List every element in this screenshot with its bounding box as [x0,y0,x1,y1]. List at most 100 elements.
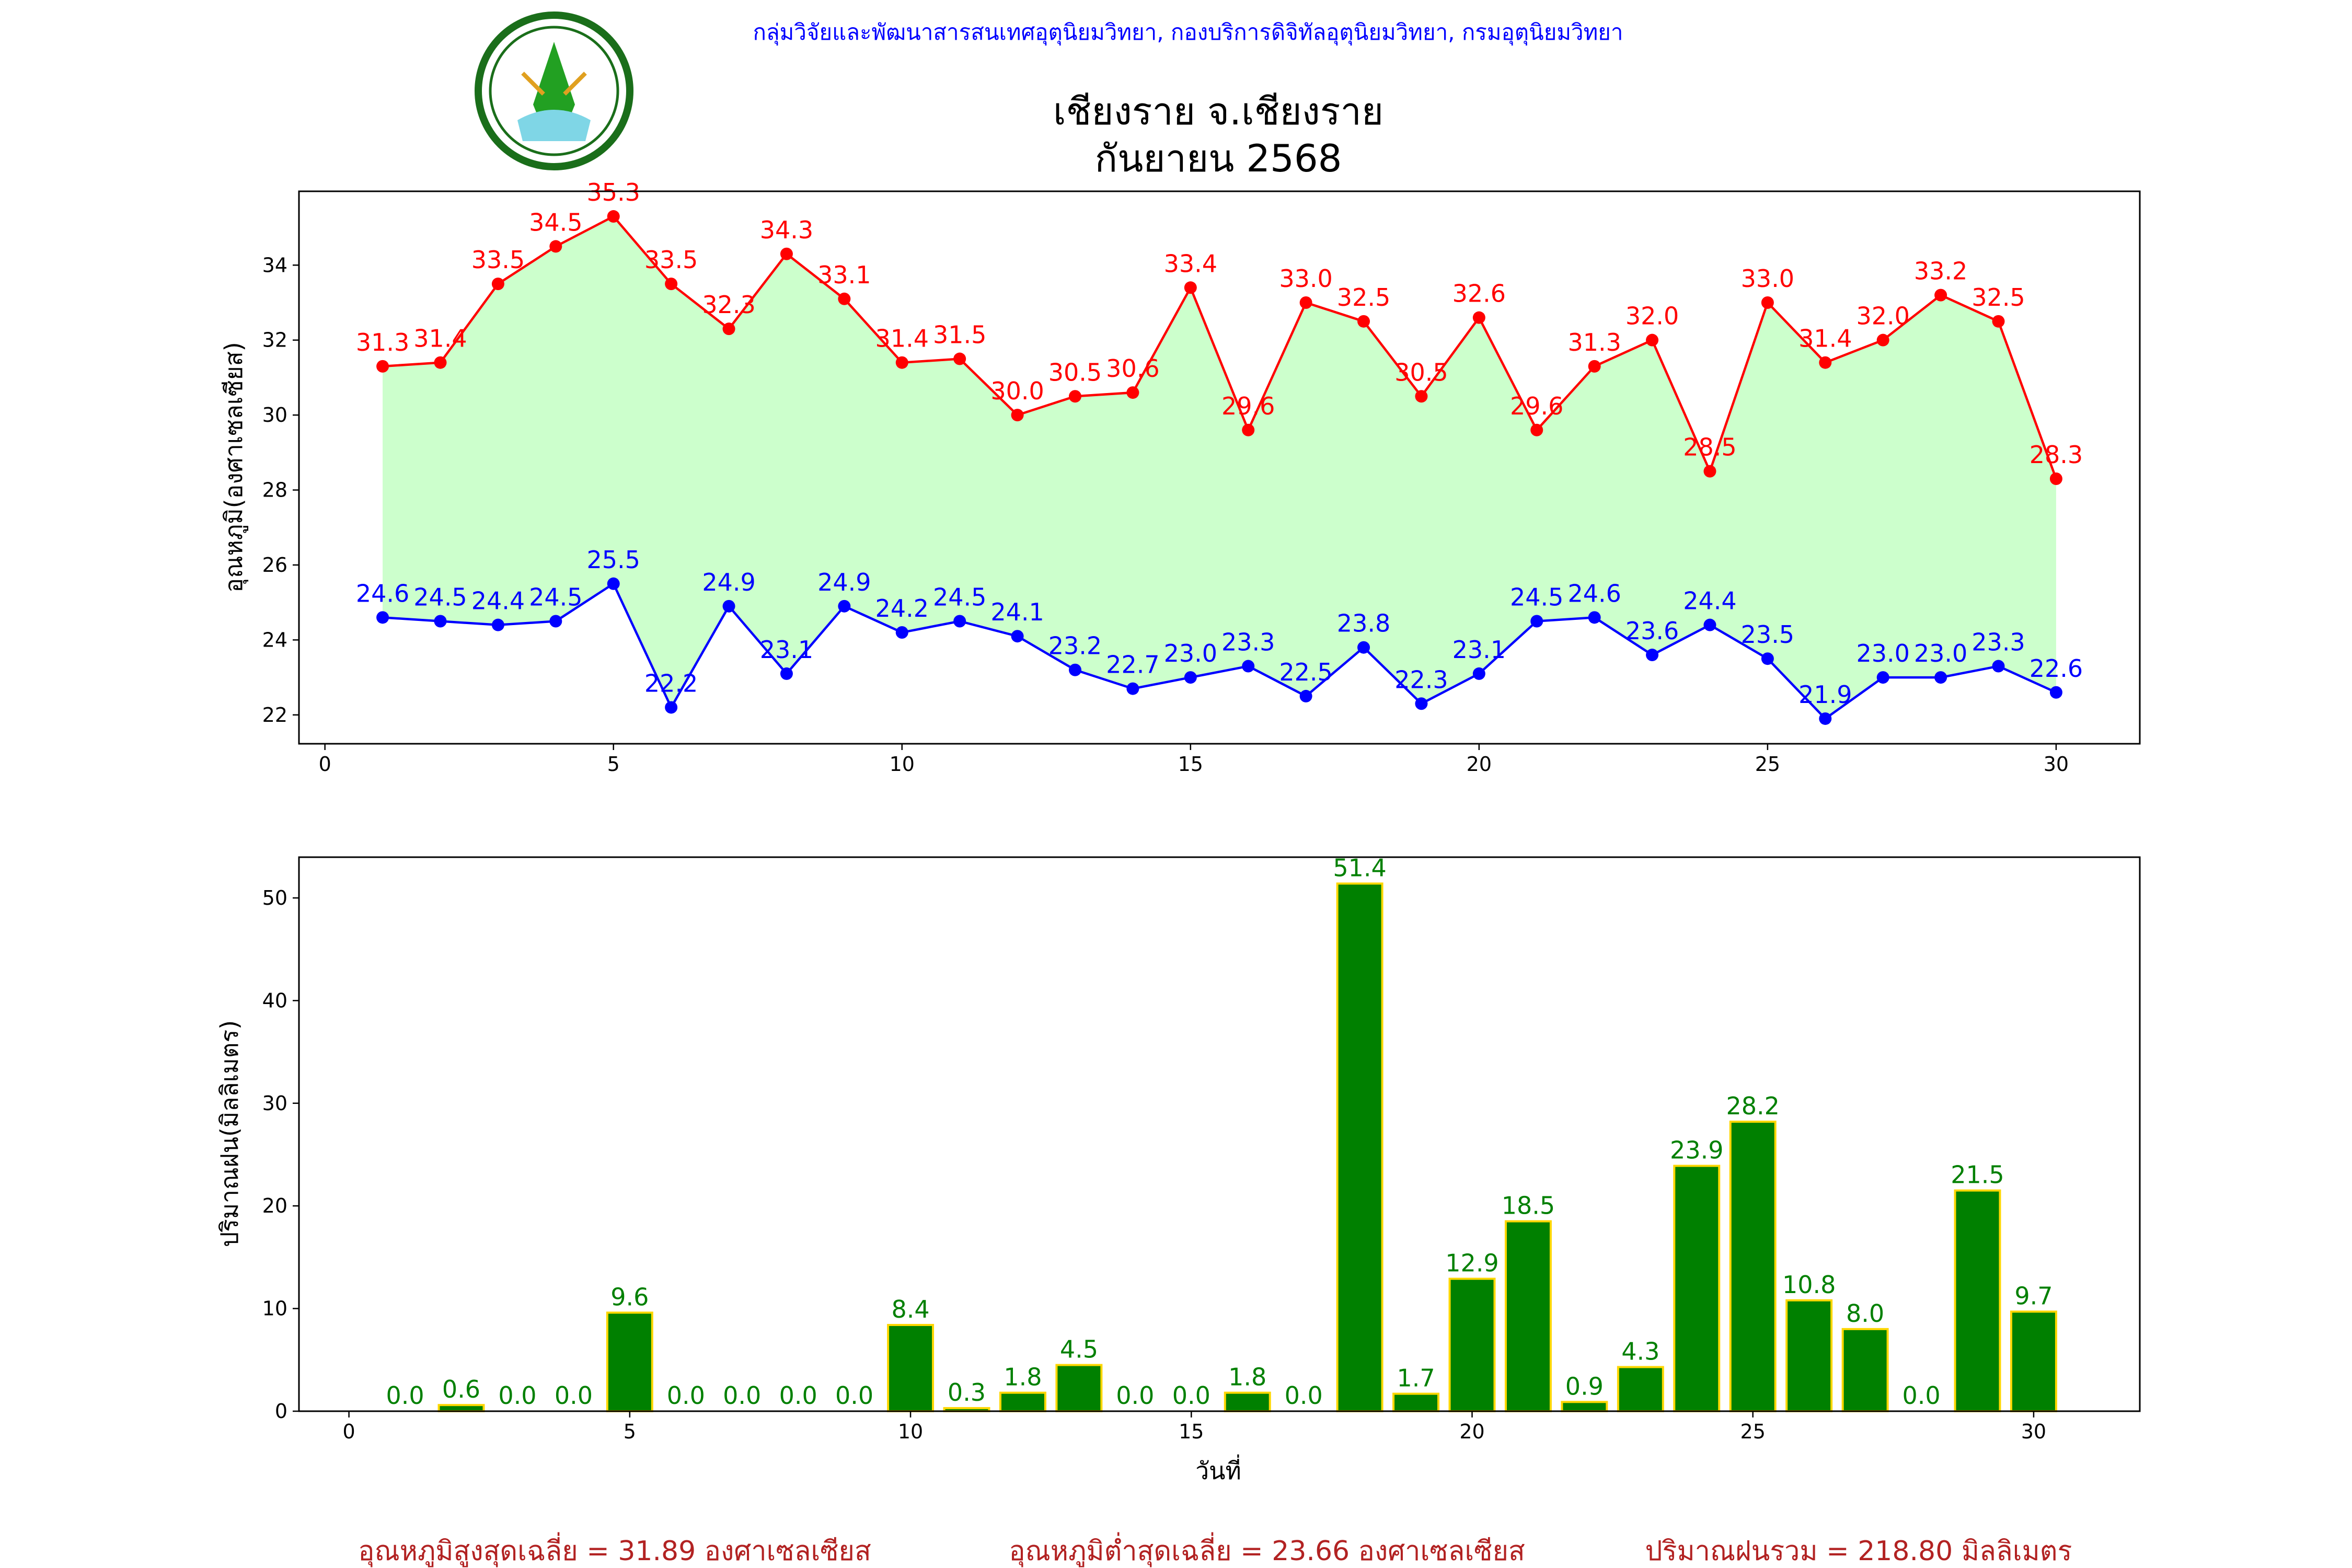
min-temperature-label: 23.1 [1452,636,1506,664]
rain-value-label: 8.0 [1846,1299,1884,1328]
min-temperature-label: 23.6 [1625,617,1679,645]
max-temperature-label: 31.4 [1798,325,1852,353]
rain-bar [1224,1391,1271,1412]
organization-header: กลุ่มวิจัยและพัฒนาสารสนเทศอุตุนิยมวิทยา,… [753,19,1623,46]
min-temperature-point [1646,649,1659,662]
x-tick-label: 0 [343,1420,355,1443]
min-temperature-point [1819,712,1832,725]
min-temperature-label: 24.2 [875,594,929,622]
max-temperature-point [1588,360,1601,373]
max-temperature-line [382,215,2058,479]
min-temperature-label: 24.4 [471,587,525,615]
max-temperature-label: 33.1 [817,261,871,289]
max-temperature-point [1068,390,1081,403]
max-temperature-label: 31.3 [356,328,409,356]
rain-value-label: 0.0 [1285,1381,1323,1410]
max-temperature-label: 29.6 [1221,392,1275,420]
min-temperature-point [1530,615,1543,628]
max-temperature-label: 32.3 [702,291,755,319]
y-tick-label: 0 [275,1400,287,1423]
rain-value-label: 10.8 [1782,1271,1836,1299]
max-temperature-label: 33.5 [471,246,525,274]
min-temperature-point [1703,618,1716,631]
max-temperature-point [665,278,678,291]
max-temperature-point [722,322,735,336]
max-temperature-label: 30.5 [1394,358,1448,386]
rainfall-chart: 0.0 0.6 0.0 0.0 9.6 0.0 0.0 0.0 0.0 8.4 0.3 1.8 4.5 0… [262,854,2141,1443]
min-temperature-point [1357,641,1370,654]
min-temperature-point [1588,611,1601,624]
max-temperature-point [1011,409,1024,422]
min-temperature-point [1472,667,1485,680]
rain-bar [1561,1401,1608,1412]
rain-value-label: 0.9 [1565,1372,1604,1400]
rain-value-label: 4.5 [1060,1335,1098,1364]
min-temperature-point [838,599,851,613]
rainfall-x-label: วันที่ [1195,1454,1241,1485]
temperature-chart: 31.3 31.433.534.535.333.532.334.333.131.4… [262,178,2141,776]
min-temperature-label: 24.5 [1510,583,1563,612]
min-temperature-label: 23.5 [1741,620,1794,649]
min-temperature-label: 24.6 [356,579,409,607]
max-temperature-label: 33.4 [1164,249,1217,278]
max-temperature-point [1703,465,1716,478]
max-temperature-label: 31.4 [413,325,467,353]
y-tick-label: 40 [262,989,287,1012]
max-temperature-point [1472,311,1485,324]
rain-value-label: 9.6 [610,1283,649,1311]
rain-value-label: 0.0 [498,1381,536,1410]
max-temperature-label: 28.5 [1683,433,1736,462]
min-temperature-label: 23.2 [1048,632,1102,660]
rain-bar [1729,1121,1777,1412]
max-temperature-label: 33.5 [644,246,698,274]
max-temperature-point [1357,315,1370,328]
min-temperature-point [1934,671,1947,684]
max-temperature-point [1819,356,1832,369]
rain-bar [1954,1189,2001,1412]
min-temperature-label: 24.5 [529,583,582,612]
x-tick-label: 0 [319,753,331,776]
max-temperature-point [895,356,908,369]
min-temperature-label: 22.2 [644,669,698,697]
max-temperature-label: 31.5 [933,321,986,349]
rain-bar [1055,1364,1103,1413]
min-temperature-point [1068,663,1081,676]
max-temperature-point [607,210,620,223]
max-temperature-label: 34.3 [760,216,813,244]
rain-bar [606,1311,653,1413]
min-temperature-point [1184,671,1197,684]
rain-value-label: 18.5 [1502,1192,1555,1220]
y-tick-label: 28 [262,479,287,502]
max-temperature-point [1876,333,1889,347]
x-tick-label: 30 [2044,753,2069,776]
rain-value-label: 0.0 [1172,1381,1210,1410]
max-temperature-point [2049,472,2062,486]
min-temperature-line [382,582,2057,720]
y-tick-label: 20 [262,1194,287,1217]
max-temperature-label: 33.2 [1914,257,1967,285]
axes-frame [298,856,2141,1412]
rain-value-label: 0.0 [1116,1381,1154,1410]
rain-value-label: 28.2 [1726,1092,1780,1120]
min-temperature-label: 24.1 [990,598,1044,626]
rain-bar [1448,1277,1496,1412]
min-temperature-point [780,667,793,680]
max-temperature-point [1934,289,1947,302]
max-temperature-point [434,356,447,369]
min-temperature-label: 24.6 [1567,579,1621,607]
rain-value-label: 0.0 [723,1381,761,1410]
y-tick-label: 34 [262,253,287,276]
rain-bar [1617,1366,1664,1412]
rain-value-label: 23.9 [1670,1136,1723,1165]
rain-value-label: 8.4 [891,1295,929,1323]
min-temperature-point [953,615,966,628]
min-temperature-point [491,618,504,631]
footer-total-rain: ปริมาณฝนรวม = 218.80 มิลลิเมตร [1645,1536,2072,1567]
max-temperature-label: 30.0 [990,377,1044,405]
x-tick-label: 5 [607,753,620,776]
rain-value-label: 4.3 [1621,1338,1659,1366]
max-temperature-label: 32.6 [1452,280,1506,308]
max-temperature-point [376,360,389,373]
min-temperature-point [607,577,620,590]
